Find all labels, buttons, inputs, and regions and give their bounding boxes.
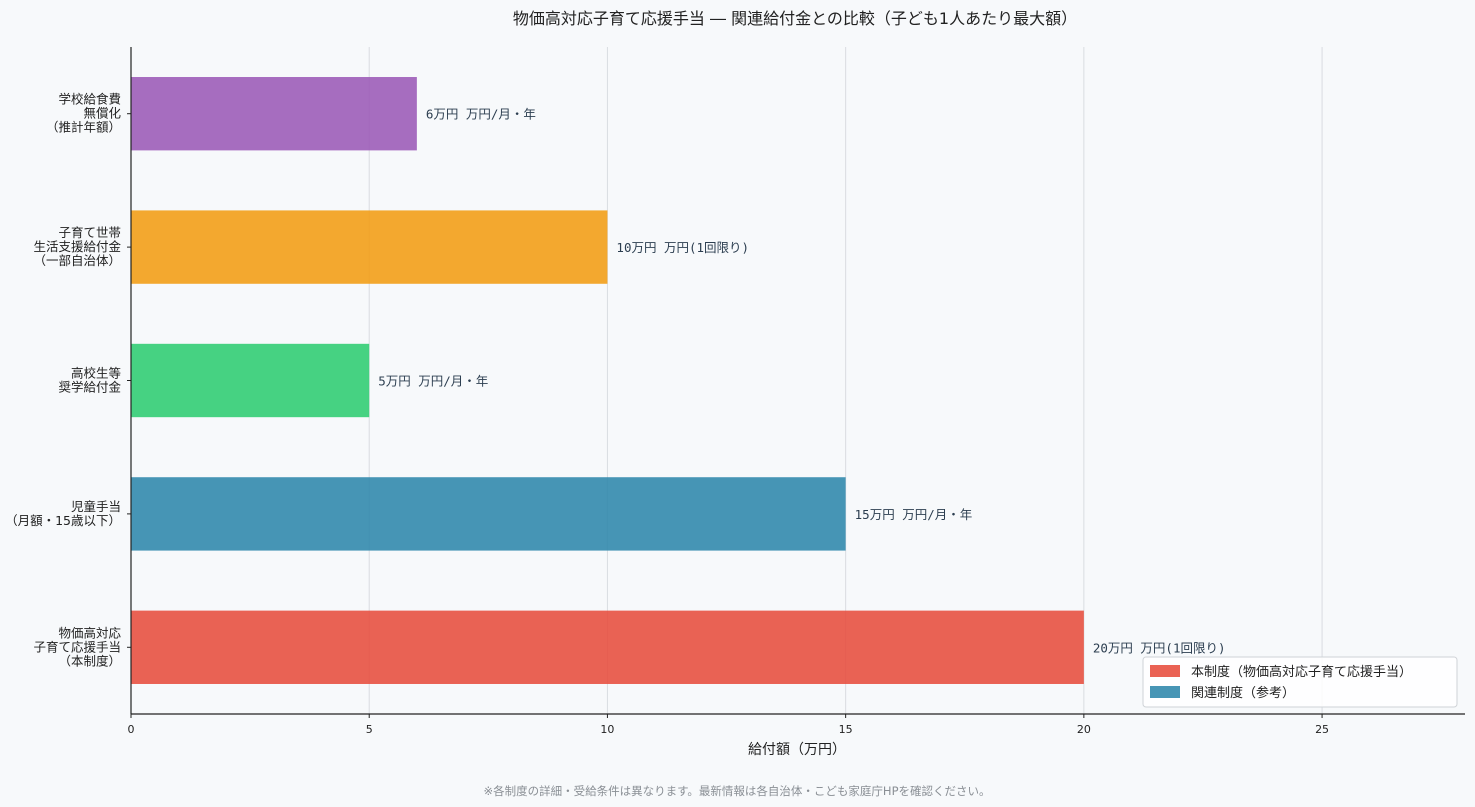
data-label: 5万円 万円/月・年 [378, 374, 488, 389]
bar [131, 77, 417, 151]
data-label: 15万円 万円/月・年 [855, 507, 973, 522]
grid-lines [368, 47, 1323, 714]
x-tick-label: 10 [600, 723, 614, 736]
data-label: 6万円 万円/月・年 [426, 107, 536, 122]
y-tick-label: 物価高対応子育て応援手当（本制度） [33, 625, 121, 668]
bar [131, 343, 370, 418]
x-tick-labels: 0 5 10 15 20 25 [128, 723, 1330, 736]
axes [127, 47, 1465, 718]
y-tick-labels: 学校給食費無償化（推計年額） 子育て世帯生活支援給付金（一部自治体） 高校生等奨学給… [5, 92, 121, 669]
legend: 本制度（物価高対応子育て応援手当） 関連制度（参考） [1142, 656, 1458, 708]
x-tick-label: 0 [128, 723, 135, 736]
bars [131, 77, 1084, 684]
data-label: 10万円 万円(1回限り) [616, 240, 749, 255]
data-labels: 6万円 万円/月・年 10万円 万円(1回限り) 5万円 万円/月・年 15万円 万円… [378, 107, 1225, 656]
chart-title: 物価高対応子育て応援手当 ― 関連給付金との比較（子ども1人あたり最大額） [513, 9, 1077, 28]
y-tick-label: 子育て世帯生活支援給付金（一部自治体） [33, 225, 121, 268]
x-tick-label: 15 [839, 723, 853, 736]
legend-label: 関連制度（参考） [1191, 685, 1295, 701]
legend-box [1142, 656, 1458, 708]
bar [131, 610, 1084, 684]
footnote: ※各制度の詳細・受給条件は異なります。最新情報は各自治体・こども家庭庁HPを確認… [483, 784, 990, 798]
data-label: 20万円 万円(1回限り) [1093, 640, 1226, 655]
x-tick-label: 25 [1315, 723, 1329, 736]
y-tick-label: 学校給食費無償化（推計年額） [46, 92, 122, 135]
legend-label: 本制度（物価高対応子育て応援手当） [1191, 664, 1412, 680]
y-tick-label: 高校生等奨学給付金 [58, 366, 121, 395]
bar [131, 477, 846, 551]
x-axis-label: 給付額（万円） [748, 742, 846, 758]
x-tick-label: 20 [1077, 723, 1091, 736]
legend-swatch [1150, 686, 1180, 698]
bar [131, 210, 608, 284]
x-tick-label: 5 [366, 723, 373, 736]
y-tick-label: 児童手当（月額・15歳以下） [5, 499, 121, 528]
legend-swatch [1150, 665, 1180, 677]
